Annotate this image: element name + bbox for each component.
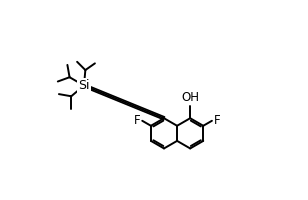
Text: F: F [134, 114, 140, 127]
Text: Si: Si [78, 79, 90, 92]
Text: F: F [214, 114, 220, 127]
Text: OH: OH [181, 91, 199, 104]
